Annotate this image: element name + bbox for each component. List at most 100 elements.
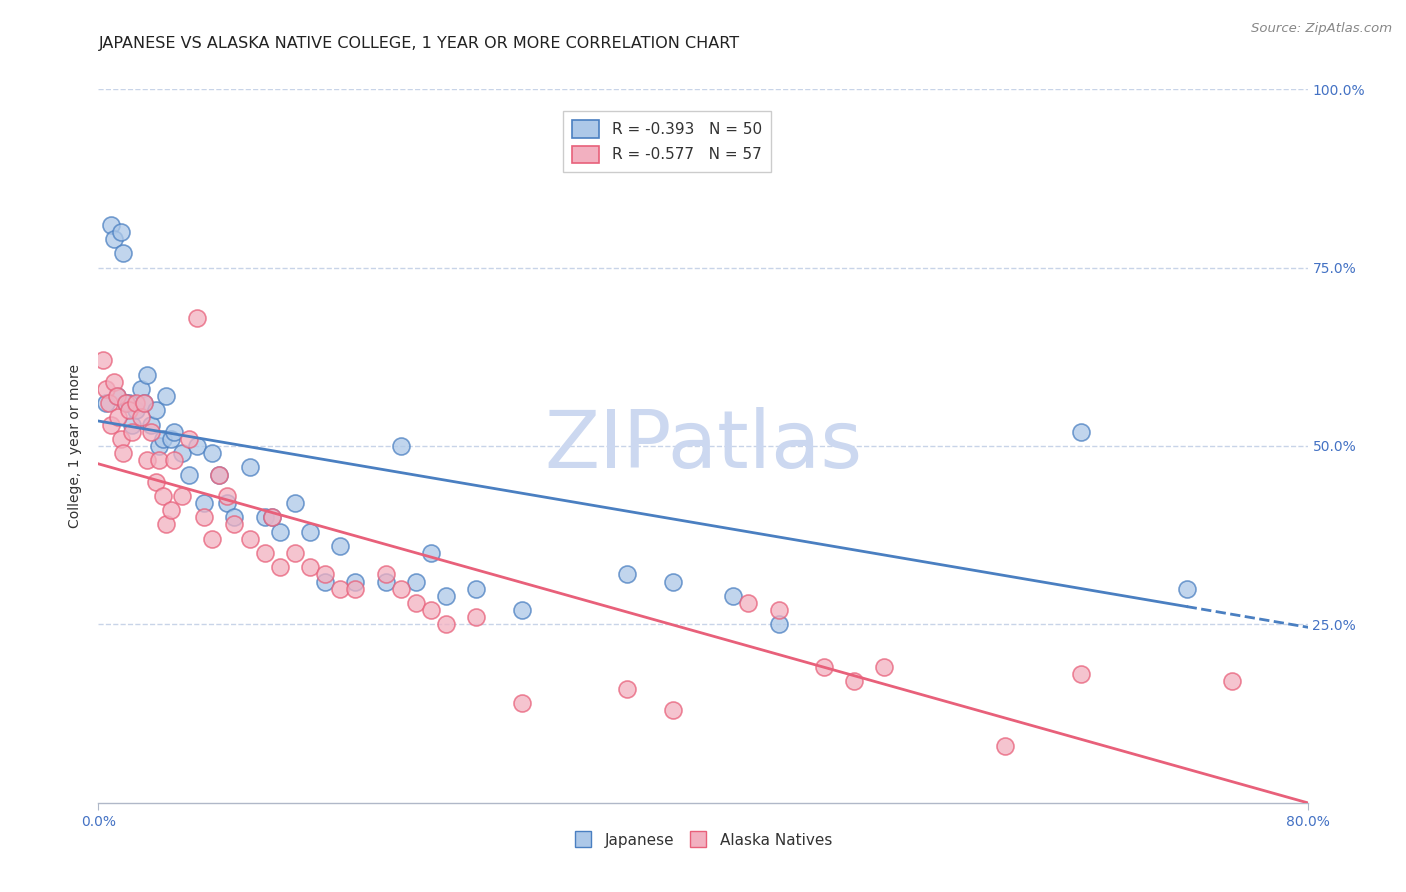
Point [114,396,136,410]
Point [1175,582,1198,596]
Point [179,432,201,446]
Point [155,389,177,403]
Point [314,574,336,589]
Point [224,517,246,532]
Point [163,453,186,467]
Point [132,396,155,410]
Point [374,567,396,582]
Point [616,567,638,582]
Point [299,560,322,574]
Text: JAPANESE VS ALASKA NATIVE COLLEGE, 1 YEAR OR MORE CORRELATION CHART: JAPANESE VS ALASKA NATIVE COLLEGE, 1 YEA… [98,36,740,51]
Point [98,396,121,410]
Point [262,510,284,524]
Point [170,489,193,503]
Point [135,368,157,382]
Point [434,617,457,632]
Point [121,425,143,439]
Point [129,382,152,396]
Point [208,467,231,482]
Point [94,396,117,410]
Point [111,246,134,260]
Text: ZIPatlas: ZIPatlas [544,407,862,485]
Point [253,546,276,560]
Point [100,417,122,432]
Point [103,375,125,389]
Point [155,517,177,532]
Point [737,596,759,610]
Point [152,489,174,503]
Point [434,589,457,603]
Point [141,417,163,432]
Point [299,524,322,539]
Point [661,703,683,717]
Text: Source: ZipAtlas.com: Source: ZipAtlas.com [1251,22,1392,36]
Point [201,446,224,460]
Point [208,467,231,482]
Point [873,660,896,674]
Point [118,403,141,417]
Point [100,218,122,232]
Point [253,510,276,524]
Point [768,617,790,632]
Point [405,574,427,589]
Point [160,432,183,446]
Point [344,582,367,596]
Point [148,453,170,467]
Point [160,503,183,517]
Point [110,432,132,446]
Point [420,546,443,560]
Point [329,539,352,553]
Point [284,546,307,560]
Point [129,410,152,425]
Point [94,382,117,396]
Point [163,425,186,439]
Point [510,603,533,617]
Point [269,524,291,539]
Point [114,396,136,410]
Point [107,410,129,425]
Point [405,596,427,610]
Point [125,403,148,417]
Point [723,589,745,603]
Point [510,696,533,710]
Point [1220,674,1243,689]
Point [239,532,262,546]
Point [329,582,352,596]
Point [201,532,224,546]
Point [344,574,367,589]
Point [111,446,134,460]
Point [132,396,155,410]
Point [224,510,246,524]
Point [103,232,125,246]
Point [148,439,170,453]
Point [105,389,128,403]
Point [1070,425,1092,439]
Point [186,310,208,325]
Point [994,739,1017,753]
Point [193,510,215,524]
Point [170,446,193,460]
Point [374,574,396,589]
Point [125,396,148,410]
Point [215,496,238,510]
Point [616,681,638,696]
Point [269,560,291,574]
Point [813,660,835,674]
Point [465,582,488,596]
Point [145,475,167,489]
Point [465,610,488,624]
Point [186,439,208,453]
Point [145,403,167,417]
Point [141,425,163,439]
Point [105,389,128,403]
Point [844,674,866,689]
Point [110,225,132,239]
Point [118,396,141,410]
Point [314,567,336,582]
Point [135,453,157,467]
Point [389,582,412,596]
Point [193,496,215,510]
Point [768,603,790,617]
Point [215,489,238,503]
Point [262,510,284,524]
